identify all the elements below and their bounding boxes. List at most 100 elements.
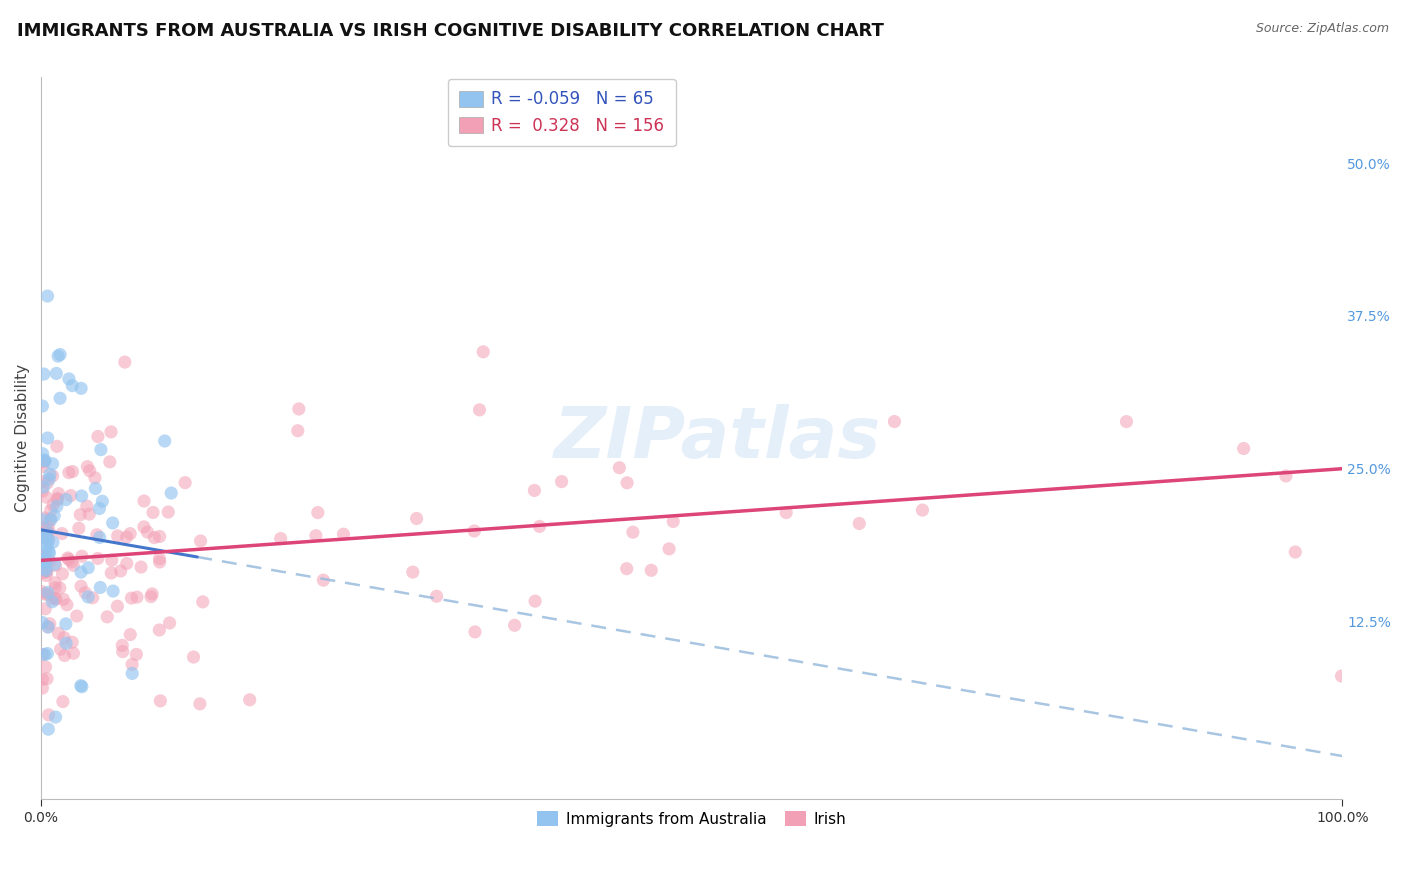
Point: [89, 581, 111, 595]
Point: [60, 555, 83, 569]
Point: [312, 573, 335, 587]
Y-axis label: Cognitive Disability: Cognitive Disability: [15, 364, 30, 512]
Point: [153, 434, 176, 448]
Point: [84, 482, 107, 496]
Point: [270, 532, 292, 546]
Point: [402, 565, 425, 579]
Point: [59, 489, 82, 503]
Point: [48, 581, 70, 595]
Point: [31, 615, 53, 630]
Point: [107, 529, 129, 543]
Point: [101, 584, 124, 599]
Point: [62, 558, 84, 573]
Point: [89, 530, 111, 544]
Point: [34, 453, 56, 467]
Point: [523, 483, 546, 498]
Point: [44, 558, 66, 572]
Point: [38, 554, 60, 568]
Point: [911, 503, 934, 517]
Point: [31, 549, 53, 564]
Point: [35, 565, 58, 579]
Point: [69, 508, 91, 522]
Point: [190, 533, 212, 548]
Point: [31, 399, 53, 413]
Point: [188, 697, 211, 711]
Point: [52, 592, 75, 607]
Point: [848, 516, 870, 531]
Point: [105, 599, 128, 614]
Point: [35, 672, 58, 686]
Point: [32, 455, 55, 469]
Point: [472, 344, 495, 359]
Point: [38, 472, 60, 486]
Point: [621, 525, 644, 540]
Point: [503, 618, 526, 632]
Point: [31, 484, 53, 499]
Point: [45, 439, 67, 453]
Point: [35, 568, 58, 582]
Point: [35, 564, 58, 578]
Point: [149, 555, 172, 569]
Point: [49, 391, 72, 405]
Point: [883, 415, 905, 429]
Point: [31, 648, 53, 662]
Point: [35, 490, 58, 504]
Point: [37, 431, 59, 445]
Point: [44, 575, 66, 590]
Point: [550, 475, 572, 489]
Point: [529, 519, 551, 533]
Point: [148, 623, 170, 637]
Point: [1233, 442, 1256, 456]
Point: [31, 681, 53, 695]
Point: [100, 553, 122, 567]
Point: [49, 347, 72, 361]
Point: [37, 289, 59, 303]
Point: [307, 506, 329, 520]
Point: [55, 636, 77, 650]
Point: [662, 515, 685, 529]
Point: [100, 566, 122, 580]
Point: [658, 541, 681, 556]
Point: [44, 581, 66, 595]
Point: [616, 475, 638, 490]
Point: [405, 511, 427, 525]
Point: [55, 616, 77, 631]
Point: [51, 566, 73, 581]
Point: [53, 631, 76, 645]
Point: [35, 521, 58, 535]
Point: [45, 591, 67, 606]
Point: [143, 531, 166, 545]
Point: [41, 457, 63, 471]
Point: [42, 535, 65, 549]
Point: [288, 401, 311, 416]
Point: [45, 500, 67, 514]
Point: [60, 378, 83, 392]
Point: [48, 486, 70, 500]
Point: [76, 499, 98, 513]
Point: [120, 627, 142, 641]
Point: [31, 447, 53, 461]
Point: [37, 585, 59, 599]
Point: [121, 657, 143, 672]
Point: [62, 646, 84, 660]
Point: [96, 610, 118, 624]
Point: [120, 591, 142, 605]
Point: [183, 650, 205, 665]
Point: [141, 587, 163, 601]
Point: [125, 648, 148, 662]
Point: [32, 475, 55, 489]
Point: [56, 598, 79, 612]
Point: [32, 511, 55, 525]
Text: Source: ZipAtlas.com: Source: ZipAtlas.com: [1256, 22, 1389, 36]
Point: [84, 471, 107, 485]
Point: [70, 549, 93, 564]
Point: [76, 459, 98, 474]
Point: [115, 557, 138, 571]
Point: [1115, 415, 1137, 429]
Point: [239, 693, 262, 707]
Point: [42, 498, 65, 512]
Point: [77, 590, 100, 604]
Point: [44, 508, 66, 523]
Point: [46, 492, 69, 507]
Point: [39, 513, 62, 527]
